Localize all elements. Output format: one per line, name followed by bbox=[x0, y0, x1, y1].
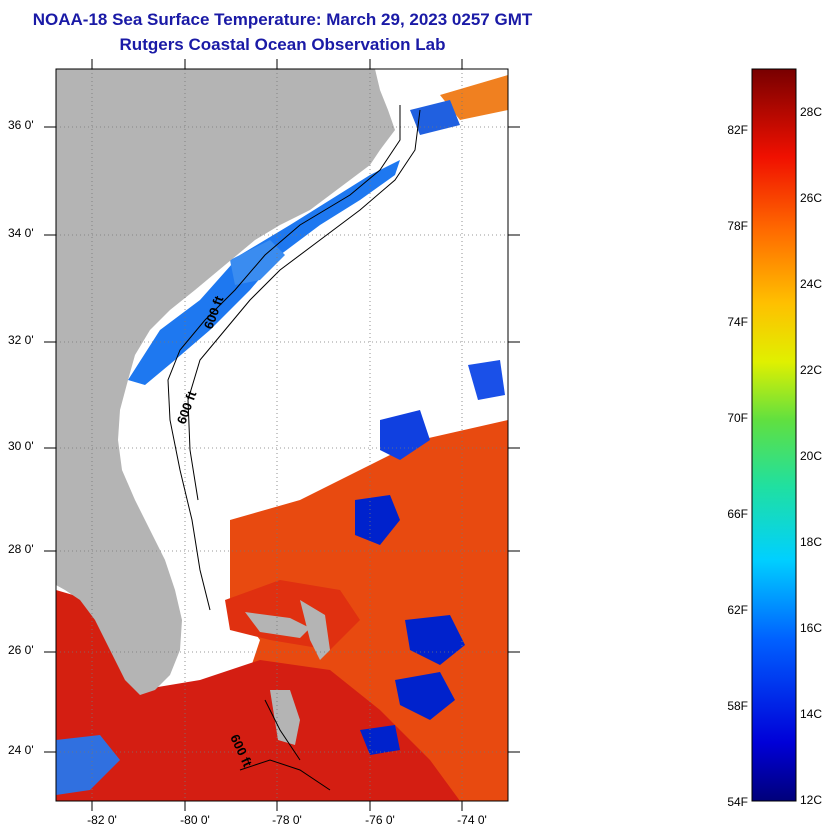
cold-water-northeast bbox=[410, 100, 460, 135]
map-title: NOAA-18 Sea Surface Temperature: March 2… bbox=[32, 10, 533, 29]
colorbar-c-label: 20C bbox=[800, 449, 823, 463]
lat-tick-label: 32 0' bbox=[8, 333, 34, 347]
colorbar-c-label: 28C bbox=[800, 105, 823, 119]
cold-water-patch bbox=[395, 672, 455, 720]
colorbar-f-label: 58F bbox=[727, 699, 748, 713]
colorbar-c-label: 12C bbox=[800, 793, 823, 807]
lat-tick-label: 34 0' bbox=[8, 226, 34, 240]
colorbar-f-label: 82F bbox=[727, 123, 748, 137]
lon-tick-label: -80 0' bbox=[180, 813, 210, 827]
lat-tick-label: 24 0' bbox=[8, 743, 34, 757]
gulf-cold-water bbox=[56, 735, 120, 795]
cold-water-patch bbox=[468, 360, 505, 400]
colorbar-f-label: 74F bbox=[727, 315, 748, 329]
lat-tick-label: 28 0' bbox=[8, 542, 34, 556]
map-frame bbox=[55, 68, 509, 802]
lon-tick-label: -76 0' bbox=[365, 813, 395, 827]
isobath-contours bbox=[167, 105, 421, 791]
lat-tick-label: 36 0' bbox=[8, 118, 34, 132]
colorbar-c-label: 16C bbox=[800, 621, 823, 635]
colorbar bbox=[751, 68, 797, 802]
colorbar-c-label: 22C bbox=[800, 363, 823, 377]
colorbar-c-label: 26C bbox=[800, 191, 823, 205]
cold-water-patch bbox=[355, 495, 400, 545]
lat-tick-label: 30 0' bbox=[8, 439, 34, 453]
graticule bbox=[56, 69, 508, 801]
axis-ticks bbox=[44, 59, 520, 811]
land-grand-bahama bbox=[245, 612, 310, 638]
lon-tick-label: -74 0' bbox=[457, 813, 487, 827]
land-us-southeast bbox=[56, 69, 395, 695]
colorbar-c-label: 14C bbox=[800, 707, 823, 721]
lon-tick-label: -82 0' bbox=[87, 813, 117, 827]
shelf-cold-water bbox=[230, 240, 285, 285]
cold-water-patch bbox=[380, 410, 430, 460]
cold-water-patch bbox=[405, 615, 465, 665]
colorbar-c-label: 24C bbox=[800, 277, 823, 291]
warm-water-northeast bbox=[440, 75, 508, 120]
colorbar-c-label: 18C bbox=[800, 535, 823, 549]
colorbar-f-label: 70F bbox=[727, 411, 748, 425]
map-imagery bbox=[56, 69, 508, 801]
cold-water-patch bbox=[360, 725, 400, 755]
map-subtitle: Rutgers Coastal Ocean Observation Lab bbox=[119, 35, 446, 54]
land-abaco bbox=[300, 600, 330, 660]
colorbar-f-label: 78F bbox=[727, 219, 748, 233]
warm-water-south bbox=[56, 660, 460, 801]
lon-tick-label: -78 0' bbox=[272, 813, 302, 827]
land-andros bbox=[270, 690, 300, 745]
colorbar-f-label: 66F bbox=[727, 507, 748, 521]
colorbar-f-label: 54F bbox=[727, 795, 748, 809]
colorbar-f-label: 62F bbox=[727, 603, 748, 617]
lat-tick-label: 26 0' bbox=[8, 643, 34, 657]
